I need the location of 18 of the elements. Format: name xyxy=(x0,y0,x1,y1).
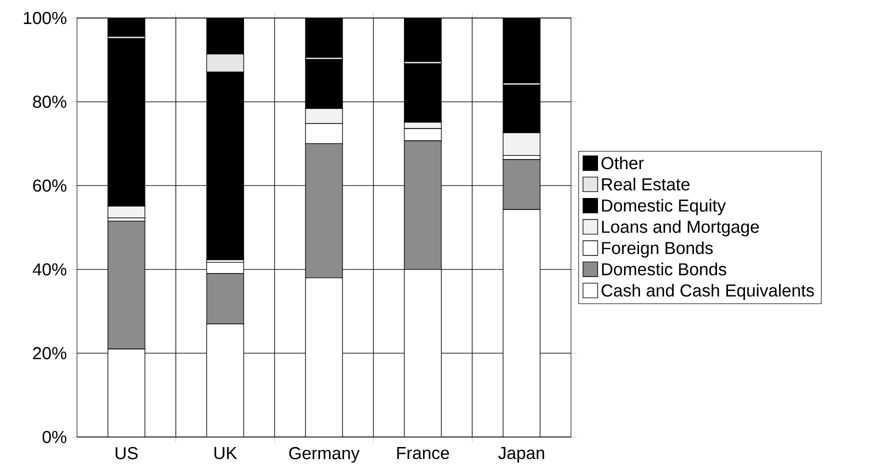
y-tick-label: 80% xyxy=(33,96,66,108)
x-tick-label: UK xyxy=(214,447,238,460)
x-tick-label: US xyxy=(116,447,138,460)
y-tick-label: 40% xyxy=(32,263,66,276)
legend-label: Cash and Cash Equivalents xyxy=(602,284,814,300)
legend-label: Domestic Equity xyxy=(602,198,726,216)
legend-label: Real Estate xyxy=(602,178,690,190)
x-tick-label: Japan xyxy=(498,447,544,463)
y-tick-label: 60% xyxy=(33,179,66,192)
legend-label: Loans and Mortgage xyxy=(602,220,759,236)
legend-label: Foreign Bonds xyxy=(602,241,713,258)
legend-label: Other xyxy=(601,156,644,170)
legend-label: Domestic Bonds xyxy=(602,262,726,276)
x-tick-label: France xyxy=(397,447,449,460)
x-tick-label: Germany xyxy=(289,447,360,463)
y-tick-label: 20% xyxy=(33,347,66,360)
y-tick-label: 0% xyxy=(42,430,66,444)
y-tick-label: 100% xyxy=(24,12,66,24)
